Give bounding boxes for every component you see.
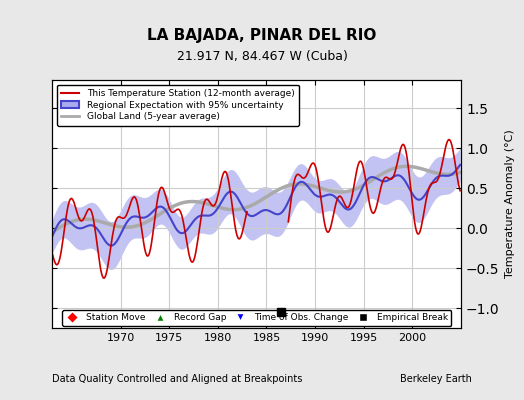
- Legend: Station Move, Record Gap, Time of Obs. Change, Empirical Break: Station Move, Record Gap, Time of Obs. C…: [62, 310, 452, 326]
- Text: Berkeley Earth: Berkeley Earth: [400, 374, 472, 384]
- Text: 21.917 N, 84.467 W (Cuba): 21.917 N, 84.467 W (Cuba): [177, 50, 347, 63]
- Text: Data Quality Controlled and Aligned at Breakpoints: Data Quality Controlled and Aligned at B…: [52, 374, 303, 384]
- Y-axis label: Temperature Anomaly (°C): Temperature Anomaly (°C): [505, 130, 515, 278]
- Text: LA BAJADA, PINAR DEL RIO: LA BAJADA, PINAR DEL RIO: [147, 28, 377, 43]
